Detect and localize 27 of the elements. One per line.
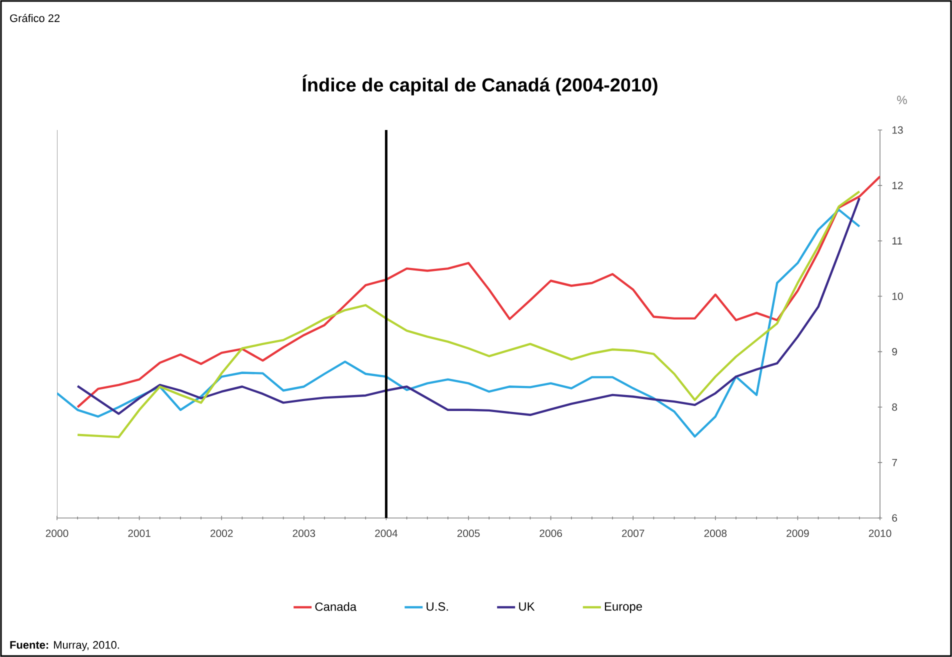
chart-title: Índice de capital de Canadá (2004-2010) [302, 74, 658, 96]
legend-label: U.S. [426, 602, 448, 611]
x-tick-label: 2006 [540, 530, 562, 538]
x-tick-label: 2003 [292, 530, 316, 538]
text: Gráfico 22 [10, 14, 60, 22]
x-tick-label: 2000 [46, 530, 68, 538]
y-tick-label: 9 [892, 348, 897, 356]
x-tick-label: 2010 [868, 530, 892, 538]
y-tick-label: 13 [892, 126, 903, 134]
x-tick-label: 2005 [457, 530, 480, 538]
x-tick-label: 2007 [622, 530, 644, 538]
y-tick-label: 10 [892, 292, 903, 300]
y-tick-label: 6 [892, 514, 898, 522]
legend-label: Canada [315, 602, 357, 611]
legend-label: UK [519, 602, 535, 611]
y-axis-title: % [897, 96, 907, 104]
x-tick-label: 2008 [704, 530, 727, 538]
legend-label: Europe [604, 602, 642, 614]
x-tick-label: 2009 [786, 530, 809, 538]
y-tick-label: 12 [892, 182, 903, 190]
y-tick-label: 8 [892, 403, 898, 411]
x-tick-label: 2002 [210, 530, 233, 538]
x-tick-label: 2004 [375, 530, 398, 538]
y-tick-label: 11 [892, 237, 902, 244]
x-tick-label: 2001 [128, 530, 150, 538]
y-tick-label: 7 [892, 458, 897, 466]
text: Fuente: Murray, 2010. [10, 641, 119, 651]
